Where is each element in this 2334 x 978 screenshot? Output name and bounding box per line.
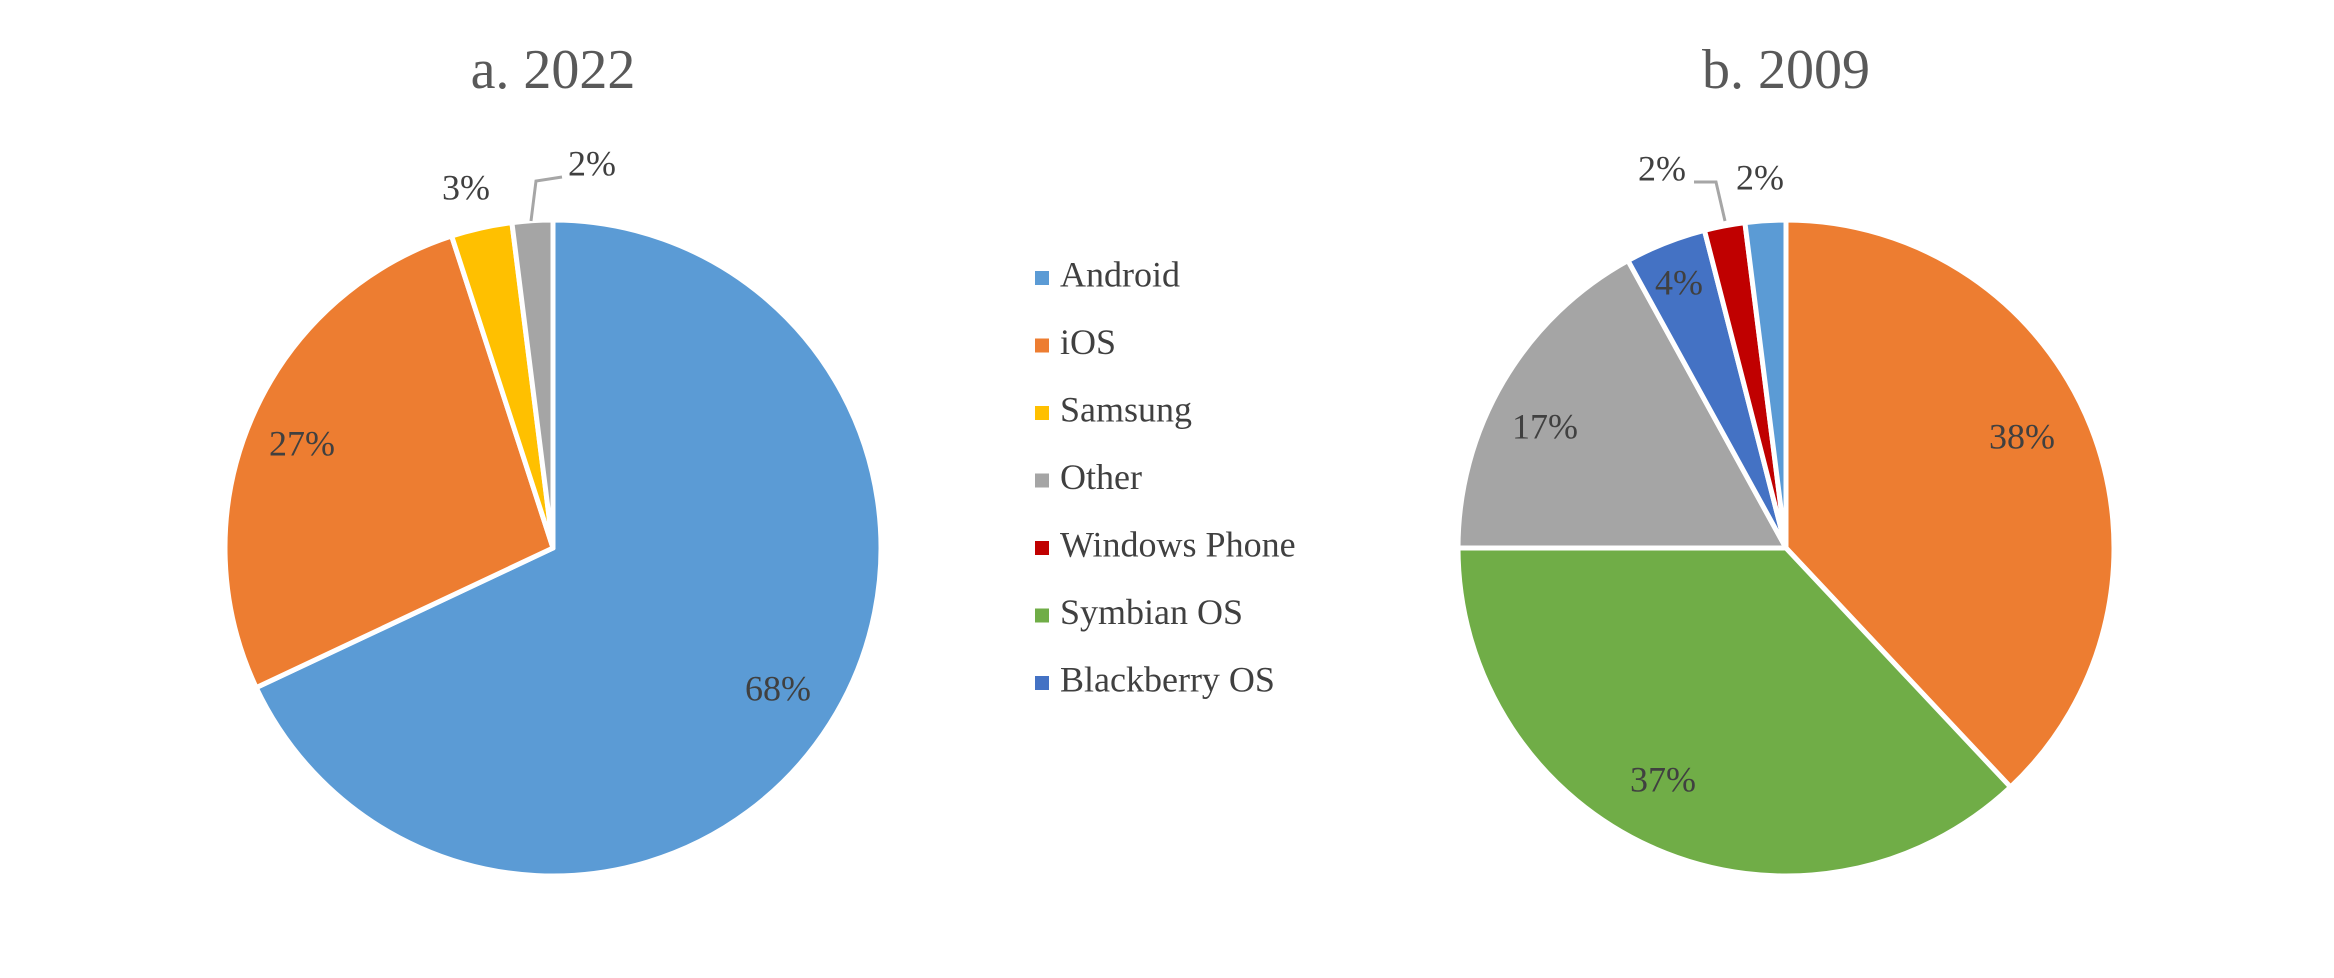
pie-slice-ios [222,233,556,691]
data-label-ios: 38% [1989,416,2055,456]
data-label-symbian-os: 37% [1630,759,1696,799]
legend-label-other: Other [1060,457,1142,497]
legend-item-symbian-os: Symbian OS [1035,592,1243,632]
legend-item-windows-phone: Windows Phone [1035,524,1296,564]
legend-item-ios: iOS [1035,322,1116,362]
legend-swatch-blackberry-os [1035,676,1049,690]
pie-chart-2022: a. 2022 68% 27% 3% 2% [222,39,884,879]
legend-label-blackberry-os: Blackberry OS [1060,659,1275,699]
data-label-other: 17% [1512,406,1578,446]
legend-swatch-ios [1035,338,1049,353]
legend-swatch-symbian-os [1035,608,1049,623]
legend-item-samsung: Samsung [1035,389,1192,429]
legend-label-ios: iOS [1060,322,1116,362]
pie-slice-ios [1783,217,2117,790]
data-label-android: 2% [1736,157,1784,197]
leader-line-other [529,175,563,222]
pie-slice-symbian-os [1455,545,2014,879]
pie-slice-android [253,217,884,879]
legend-swatch-samsung [1035,406,1049,420]
pie-chart-2009: b. 2009 38% 37% 17% 4% 2% 2% [1455,39,2117,879]
data-label-ios: 27% [269,423,335,463]
legend-label-windows-phone: Windows Phone [1060,524,1296,564]
legend-item-android: Android [1035,254,1180,294]
legend-item-other: Other [1035,457,1142,497]
legend-swatch-windows-phone [1035,541,1049,555]
data-label-android: 68% [745,668,811,708]
pie-slices-2022 [222,217,884,879]
pie-slice-other [1455,258,1789,551]
legend-item-blackberry-os: Blackberry OS [1035,659,1275,699]
leader-lines-2022 [529,175,563,222]
data-label-other: 2% [568,143,616,183]
legend-label-samsung: Samsung [1060,389,1192,429]
pie-slice-android [1742,217,1789,551]
data-label-samsung: 3% [442,167,490,207]
legend: Android iOS Samsung Other Windows Phone Symbi… [1035,254,1296,699]
legend-label-symbian-os: Symbian OS [1060,592,1243,632]
leader-lines-2009 [1694,180,1727,222]
data-labels-2022: 68% 27% 3% 2% [269,143,811,708]
data-label-windows-phone: 2% [1638,148,1686,188]
chart-title-2022: a. 2022 [471,39,636,101]
pie-slices-2009 [1455,217,2117,879]
legend-swatch-android [1035,271,1049,285]
data-labels-2009: 38% 37% 17% 4% 2% 2% [1512,148,2055,799]
leader-line-windows-phone [1694,180,1727,222]
data-label-blackberry-os: 4% [1655,262,1703,302]
legend-label-android: Android [1060,254,1180,294]
legend-swatch-other [1035,473,1049,488]
chart-title-2009: b. 2009 [1702,39,1870,101]
